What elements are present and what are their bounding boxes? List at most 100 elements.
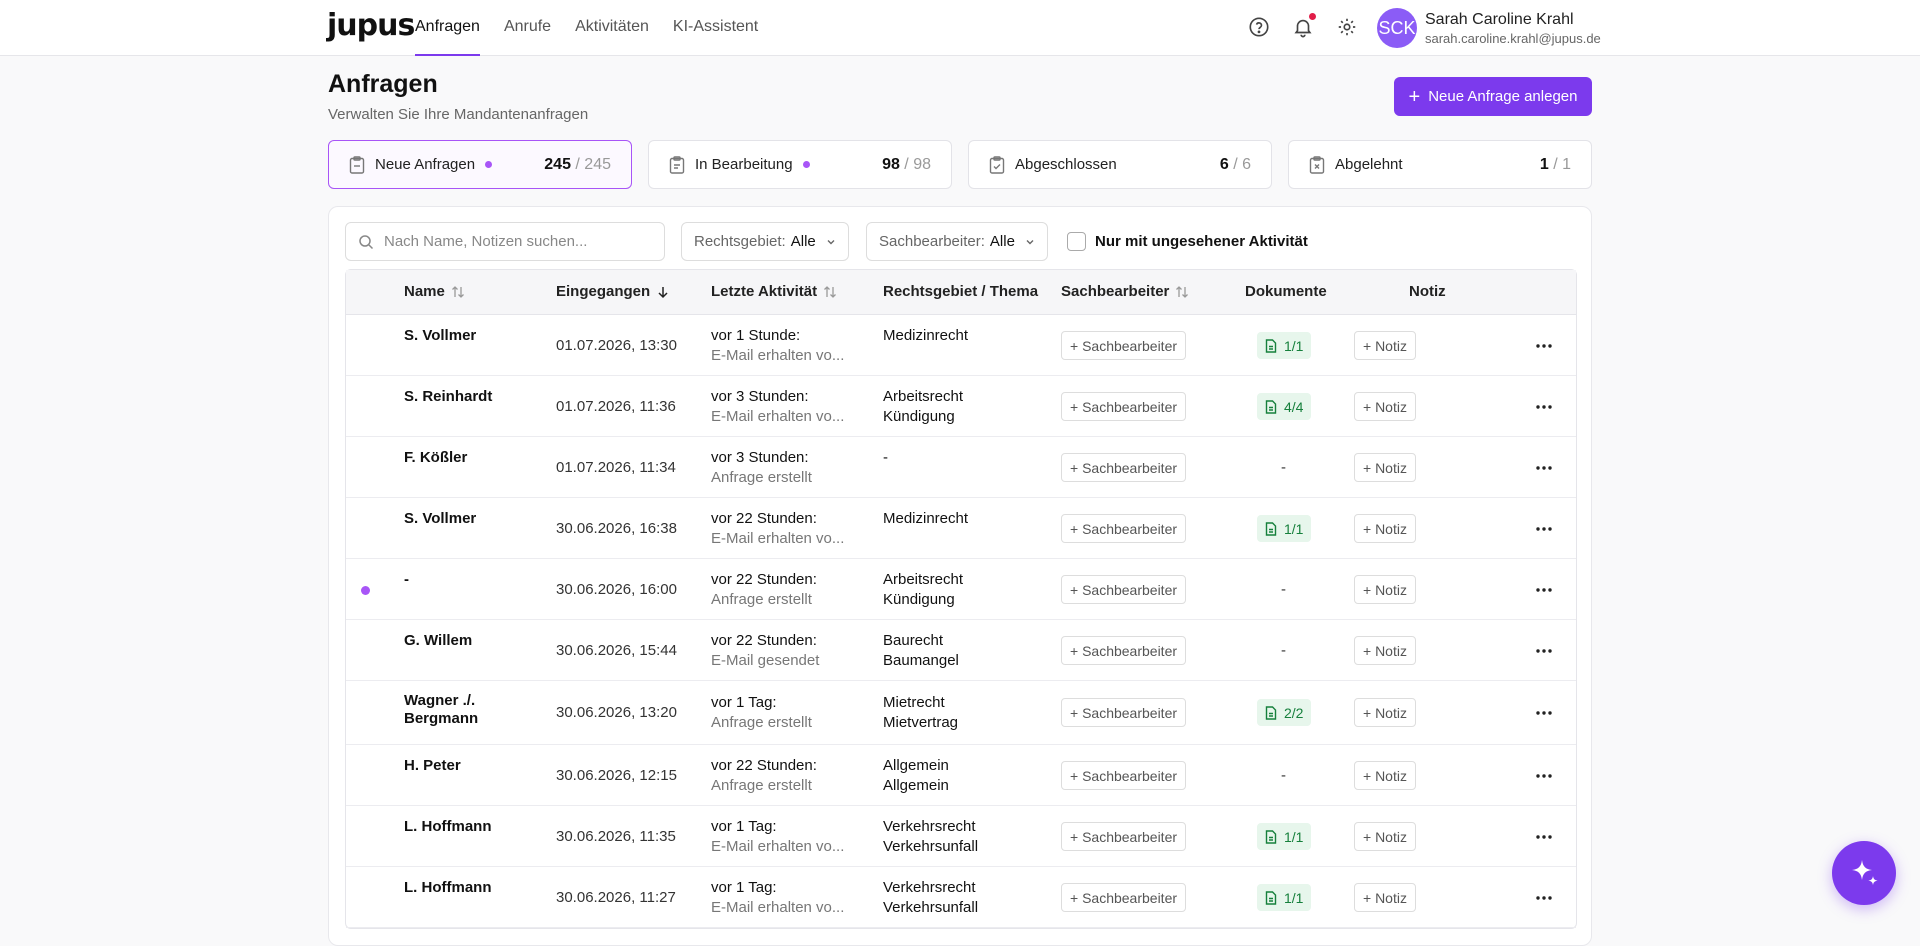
- more-options-icon[interactable]: [1534, 458, 1554, 478]
- table-row[interactable]: G. Willem 30.06.2026, 15:44 vor 22 Stund…: [346, 620, 1576, 681]
- assign-agent-button[interactable]: + Sachbearbeiter: [1061, 514, 1187, 543]
- filter-label: Rechtsgebiet:: [694, 233, 786, 250]
- card-label: Abgeschlossen: [1015, 156, 1117, 173]
- unseen-activity-label[interactable]: Nur mit ungesehener Aktivität: [1095, 233, 1308, 250]
- add-note-button[interactable]: + Notiz: [1354, 761, 1416, 790]
- sort-descending-icon: [658, 286, 668, 298]
- nav-anrufe[interactable]: Anrufe: [503, 18, 552, 35]
- row-topic: -: [883, 449, 888, 466]
- card-neue-anfragen[interactable]: Neue Anfragen 245 / 245: [328, 140, 632, 189]
- row-last-activity: vor 1 Tag: Anfrage erstellt: [711, 694, 812, 731]
- row-last-activity: vor 3 Stunden: Anfrage erstellt: [711, 449, 812, 486]
- user-avatar[interactable]: SCK: [1377, 8, 1417, 48]
- assign-agent-button[interactable]: + Sachbearbeiter: [1061, 822, 1187, 851]
- add-note-button[interactable]: + Notiz: [1354, 575, 1416, 604]
- document-icon: [1265, 705, 1277, 720]
- top-bar: jupus Anfragen Anrufe Aktivitäten KI-Ass…: [0, 0, 1920, 56]
- user-email: sarah.caroline.krahl@jupus.de: [1425, 31, 1601, 46]
- add-note-button[interactable]: + Notiz: [1354, 331, 1416, 360]
- row-name: -: [404, 571, 409, 588]
- more-options-icon[interactable]: [1534, 766, 1554, 786]
- assign-agent-button[interactable]: + Sachbearbeiter: [1061, 883, 1187, 912]
- app-logo[interactable]: jupus: [327, 8, 415, 43]
- nav-anfragen[interactable]: Anfragen: [415, 0, 480, 56]
- more-options-icon[interactable]: [1534, 519, 1554, 539]
- card-in-bearbeitung[interactable]: In Bearbeitung 98 / 98: [648, 140, 952, 189]
- more-options-icon[interactable]: [1534, 336, 1554, 356]
- row-topic: Verkehrsrecht Verkehrsunfall: [883, 818, 979, 855]
- table-row[interactable]: F. Kößler 01.07.2026, 11:34 vor 3 Stunde…: [346, 437, 1576, 498]
- more-options-icon[interactable]: [1534, 827, 1554, 847]
- documents-badge[interactable]: 4/4: [1257, 393, 1312, 420]
- table-row[interactable]: L. Hoffmann 30.06.2026, 11:35 vor 1 Tag:…: [346, 806, 1576, 867]
- table-row[interactable]: H. Peter 30.06.2026, 12:15 vor 22 Stunde…: [346, 745, 1576, 806]
- assign-agent-button[interactable]: + Sachbearbeiter: [1061, 453, 1187, 482]
- table-row[interactable]: S. Vollmer 30.06.2026, 16:38 vor 22 Stun…: [346, 498, 1576, 559]
- row-received-date: 30.06.2026, 11:35: [556, 828, 676, 845]
- assign-agent-button[interactable]: + Sachbearbeiter: [1061, 331, 1187, 360]
- row-topic: Verkehrsrecht Verkehrsunfall: [883, 879, 979, 916]
- add-note-button[interactable]: + Notiz: [1354, 392, 1416, 421]
- column-last-activity[interactable]: Letzte Aktivität: [711, 283, 837, 300]
- assign-agent-button[interactable]: + Sachbearbeiter: [1061, 698, 1187, 727]
- clipboard-icon: [669, 155, 685, 174]
- sachbearbeiter-filter[interactable]: Sachbearbeiter: Alle: [866, 222, 1048, 261]
- search-box[interactable]: [345, 222, 665, 261]
- more-options-icon[interactable]: [1534, 580, 1554, 600]
- documents-badge[interactable]: 1/1: [1257, 332, 1312, 359]
- ai-assistant-button[interactable]: [1832, 841, 1896, 905]
- help-icon[interactable]: [1248, 16, 1272, 40]
- card-abgeschlossen[interactable]: Abgeschlossen 6 / 6: [968, 140, 1272, 189]
- assign-agent-button[interactable]: + Sachbearbeiter: [1061, 392, 1187, 421]
- table-row[interactable]: S. Vollmer 01.07.2026, 13:30 vor 1 Stund…: [346, 315, 1576, 376]
- table-row[interactable]: - 30.06.2026, 16:00 vor 22 Stunden: Anfr…: [346, 559, 1576, 620]
- unseen-activity-checkbox[interactable]: [1067, 232, 1086, 251]
- table-row[interactable]: S. Reinhardt 01.07.2026, 11:36 vor 3 Stu…: [346, 376, 1576, 437]
- documents-empty: -: [1281, 581, 1286, 598]
- top-icons: [1248, 13, 1360, 40]
- user-name: Sarah Caroline Krahl: [1425, 11, 1574, 28]
- search-input[interactable]: [384, 233, 654, 250]
- assign-agent-button[interactable]: + Sachbearbeiter: [1061, 636, 1187, 665]
- documents-empty: -: [1281, 767, 1286, 784]
- row-topic: Medizinrecht: [883, 510, 969, 527]
- clipboard-x-icon: [1309, 155, 1325, 174]
- row-received-date: 30.06.2026, 13:20: [556, 704, 677, 721]
- documents-badge[interactable]: 2/2: [1257, 699, 1312, 726]
- row-topic: Baurecht Baumangel: [883, 632, 959, 669]
- nav-aktivitaeten[interactable]: Aktivitäten: [575, 18, 649, 35]
- notification-bell-icon[interactable]: [1292, 13, 1316, 40]
- add-note-button[interactable]: + Notiz: [1354, 636, 1416, 665]
- requests-panel: Rechtsgebiet: Alle Sachbearbeiter: Alle …: [328, 206, 1592, 946]
- more-options-icon[interactable]: [1534, 888, 1554, 908]
- filter-value: Alle: [790, 233, 816, 250]
- add-note-button[interactable]: + Notiz: [1354, 514, 1416, 543]
- card-abgelehnt[interactable]: Abgelehnt 1 / 1: [1288, 140, 1592, 189]
- nav-ki-assistent[interactable]: KI-Assistent: [672, 18, 759, 35]
- status-cards: Neue Anfragen 245 / 245 In Bearbeitung 9…: [328, 140, 1592, 189]
- assign-agent-button[interactable]: + Sachbearbeiter: [1061, 575, 1187, 604]
- assign-agent-button[interactable]: + Sachbearbeiter: [1061, 761, 1187, 790]
- add-note-button[interactable]: + Notiz: [1354, 698, 1416, 727]
- column-received[interactable]: Eingegangen: [556, 283, 670, 300]
- new-request-button[interactable]: + Neue Anfrage anlegen: [1394, 77, 1592, 116]
- more-options-icon[interactable]: [1534, 641, 1554, 661]
- more-options-icon[interactable]: [1534, 397, 1554, 417]
- sparkle-icon: [1852, 860, 1878, 886]
- documents-badge[interactable]: 1/1: [1257, 884, 1312, 911]
- card-indicator-dot: [485, 161, 493, 168]
- column-name[interactable]: Name: [404, 283, 465, 300]
- documents-badge[interactable]: 1/1: [1257, 515, 1312, 542]
- more-options-icon[interactable]: [1534, 703, 1554, 723]
- add-note-button[interactable]: + Notiz: [1354, 822, 1416, 851]
- card-label: Neue Anfragen: [375, 156, 476, 173]
- documents-badge[interactable]: 1/1: [1257, 823, 1312, 850]
- settings-gear-icon[interactable]: [1336, 16, 1360, 40]
- add-note-button[interactable]: + Notiz: [1354, 883, 1416, 912]
- table-row[interactable]: Wagner ./. Bergmann 30.06.2026, 13:20 vo…: [346, 681, 1576, 745]
- table-row[interactable]: L. Hoffmann 30.06.2026, 11:27 vor 1 Tag:…: [346, 867, 1576, 928]
- sort-icon: [1176, 285, 1189, 298]
- column-agent[interactable]: Sachbearbeiter: [1061, 283, 1189, 300]
- rechtsgebiet-filter[interactable]: Rechtsgebiet: Alle: [681, 222, 849, 261]
- add-note-button[interactable]: + Notiz: [1354, 453, 1416, 482]
